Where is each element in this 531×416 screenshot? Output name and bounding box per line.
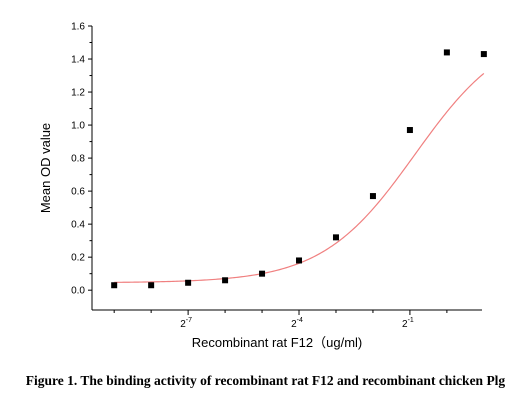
y-tick-label: 0.2	[71, 253, 85, 264]
data-point	[259, 270, 266, 277]
data-point	[296, 257, 303, 264]
data-point	[480, 51, 487, 58]
data-point	[369, 193, 376, 200]
y-tick-label: 0.0	[71, 286, 85, 297]
y-tick-label: 1.2	[71, 88, 85, 99]
data-point	[111, 282, 118, 289]
y-axis-title: Mean OD value	[38, 123, 53, 213]
x-tick-label: 2-7	[180, 317, 192, 330]
x-tick-label: 2-1	[402, 317, 414, 330]
x-axis-title: Recombinant rat F12（ug/ml)	[192, 335, 363, 350]
y-tick-label: 0.4	[71, 220, 85, 231]
data-point	[222, 277, 229, 284]
y-tick-label: 1.6	[71, 22, 85, 33]
data-point	[148, 282, 155, 289]
y-tick-label: 0.8	[71, 154, 85, 165]
data-point	[443, 49, 450, 56]
fit-curve-layer	[114, 72, 485, 283]
data-point	[185, 279, 192, 286]
fit-curve	[114, 72, 485, 283]
data-points-layer	[111, 49, 487, 289]
x-tick-label: 2-4	[291, 317, 303, 330]
y-tick-label: 1.0	[71, 121, 85, 132]
data-point	[332, 234, 339, 241]
axes: 0.0 0.2 0.4 0.6 0.8 1.0 1.2 1.4 1.6 2-7 2-4 2-1	[71, 22, 482, 330]
y-tick-label: 1.4	[71, 55, 85, 66]
figure-caption: Figure 1. The binding activity of recomb…	[25, 373, 506, 388]
y-tick-label: 0.6	[71, 187, 85, 198]
chart: 0.0 0.2 0.4 0.6 0.8 1.0 1.2 1.4 1.6 2-7 2-4 2-1 Rec…	[38, 22, 487, 350]
data-point	[406, 127, 413, 134]
